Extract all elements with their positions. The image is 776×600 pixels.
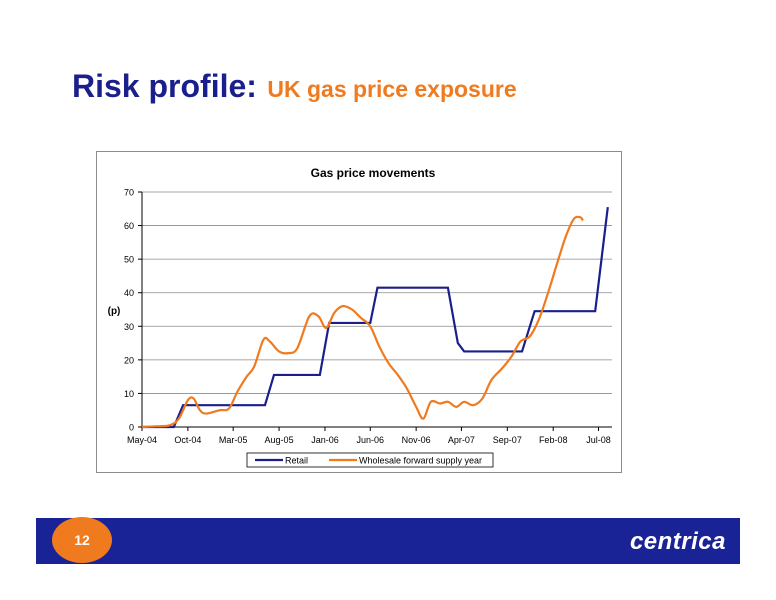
x-tick-label: Oct-04 (174, 435, 201, 445)
page-number-badge: 12 (52, 517, 112, 563)
gas-price-chart: Gas price movements 0 10 20 30 40 50 60 70 May-0… (108, 166, 612, 468)
title-subtitle: UK gas price exposure (267, 76, 517, 102)
y-tick-label: 50 (124, 255, 134, 265)
legend-label: Wholesale forward supply year (359, 456, 482, 466)
y-tick-label: 70 (124, 188, 134, 198)
x-tick-label: Nov-06 (402, 435, 431, 445)
series-line-retail (142, 206, 609, 429)
y-axis-label: (p) (108, 306, 121, 317)
x-tick-label: Jul-08 (586, 435, 611, 445)
legend: Retail Wholesale forward supply year (246, 452, 494, 468)
slide-title: Risk profile: UK gas price exposure (72, 68, 517, 105)
y-tick-label: 10 (124, 389, 134, 399)
x-tick-label: Aug-05 (265, 435, 294, 445)
series-line-wholesale-forward-supply-year (141, 215, 584, 429)
centrica-logo: centrica (629, 528, 726, 555)
x-tick-label: Sep-07 (493, 435, 522, 445)
y-tick-label: 40 (124, 288, 134, 298)
chart-title: Gas price movements (311, 166, 436, 180)
x-tick-label: Jun-06 (356, 435, 384, 445)
x-tick-label: Apr-07 (448, 435, 475, 445)
footer-bar (36, 518, 740, 564)
x-tick-label: May-04 (127, 435, 157, 445)
grid-lines (142, 191, 612, 394)
y-tick-label: 30 (124, 322, 134, 332)
series-lines (141, 206, 609, 429)
y-tick-label: 60 (124, 221, 134, 231)
x-tick-label: Jan-06 (311, 435, 339, 445)
chart-container: Gas price movements 0 10 20 30 40 50 60 70 May-0… (96, 151, 622, 473)
legend-label: Retail (285, 456, 308, 466)
legend-box (246, 452, 494, 468)
x-tick-label: Mar-05 (219, 435, 248, 445)
x-tick-label: Feb-08 (539, 435, 568, 445)
y-tick-label: 20 (124, 355, 134, 365)
title-main: Risk profile: (72, 68, 257, 104)
axes: 0 10 20 30 40 50 60 70 May-04 Oct-04 Mar-05 Aug-05 J… (124, 188, 612, 445)
y-tick-label: 0 (129, 423, 134, 433)
